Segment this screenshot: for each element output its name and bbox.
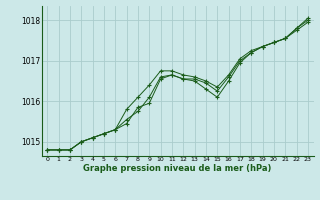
X-axis label: Graphe pression niveau de la mer (hPa): Graphe pression niveau de la mer (hPa) — [84, 164, 272, 173]
